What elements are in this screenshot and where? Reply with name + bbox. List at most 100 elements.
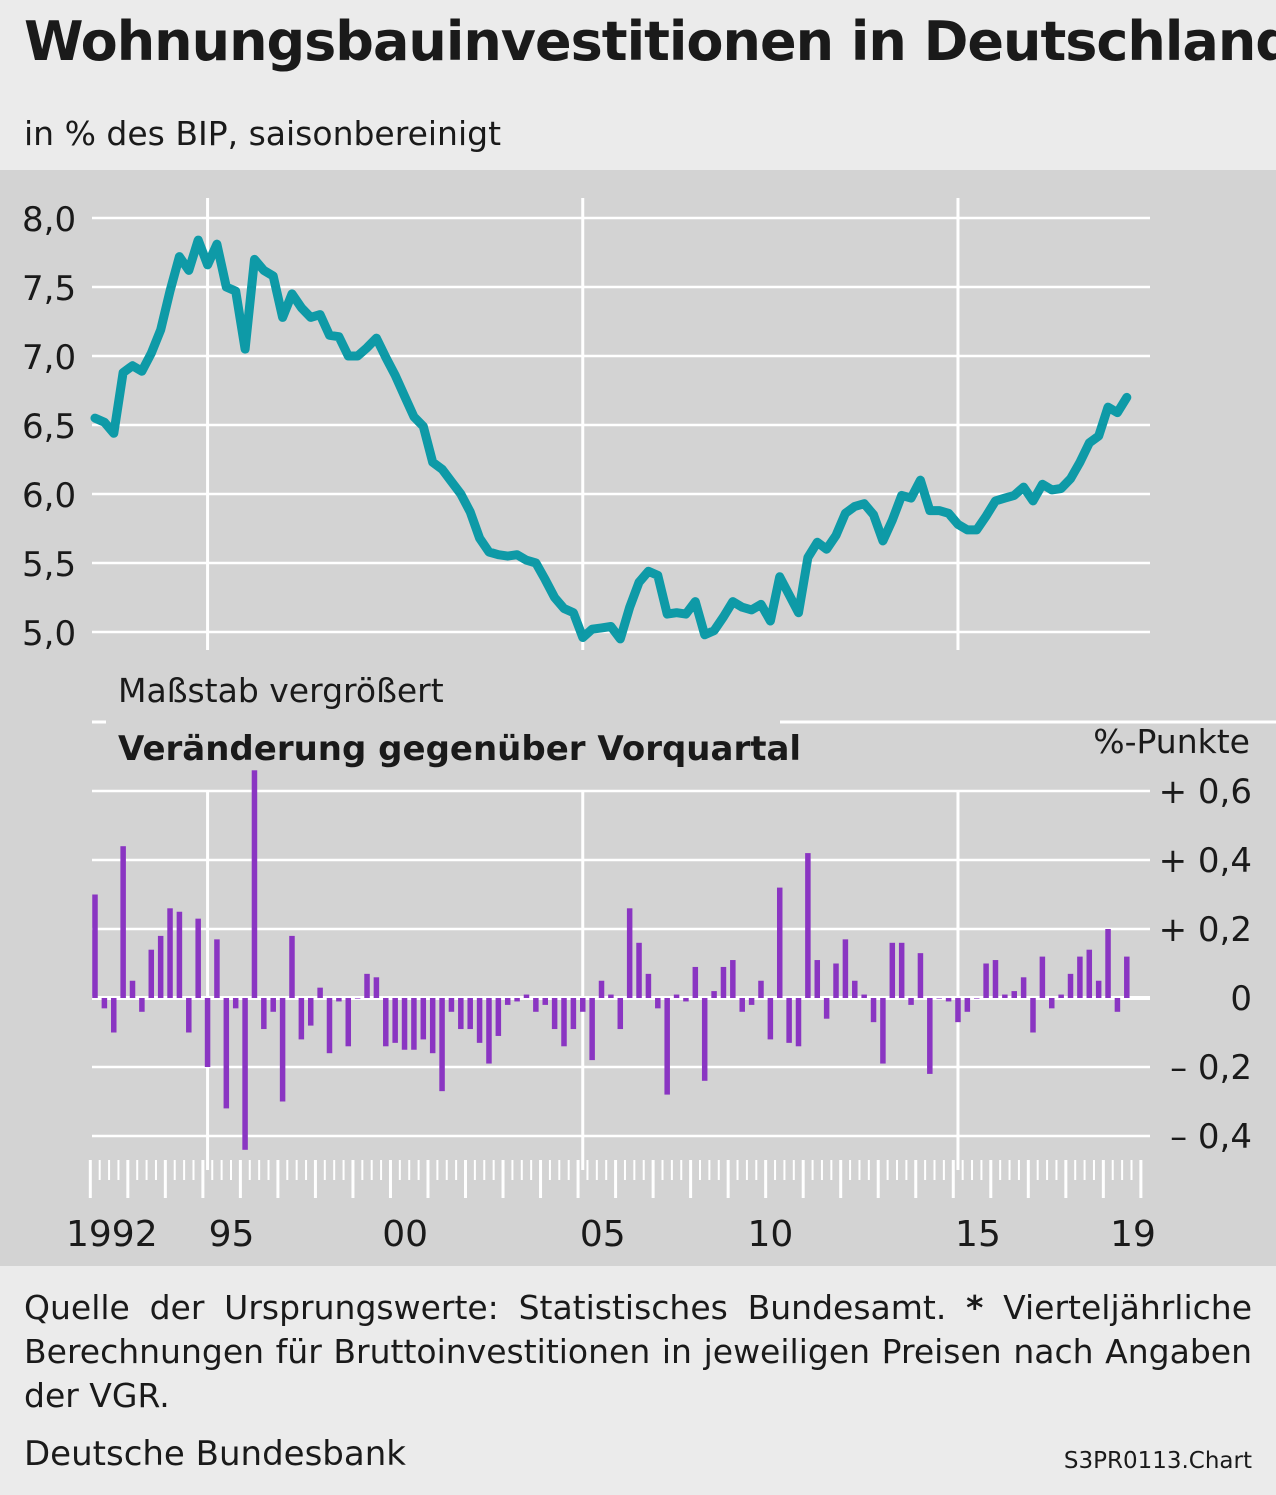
bar (317, 987, 323, 998)
bar (730, 960, 736, 998)
footnote-source: Quelle der Ursprungswerte: Statistisches… (24, 1288, 947, 1327)
bar (176, 911, 183, 998)
bar (889, 942, 896, 998)
bar-chart-ytick-label: + 0,6 (1159, 772, 1252, 812)
line-chart-ytick-label: 6,0 (22, 476, 76, 516)
bar (129, 980, 136, 998)
bar-chart-ytick-label: 0 (1230, 979, 1252, 1019)
bar (486, 998, 492, 1064)
bar (617, 998, 624, 1030)
bar (570, 998, 577, 1030)
bar (833, 963, 839, 998)
bar (289, 935, 295, 998)
scale-annotation: Maßstab vergrößert (118, 671, 444, 710)
bar (608, 994, 614, 998)
bar (1030, 998, 1036, 1033)
bar (373, 977, 380, 998)
bar (758, 980, 764, 998)
footnote-text: Vierteljährliche Berechnungen für Brutto… (24, 1288, 1253, 1415)
bar-chart-ytick-label: + 0,2 (1159, 910, 1252, 950)
bar (955, 998, 961, 1023)
title-text: Wohnungsbauinvestitionen in Deutschland (24, 10, 1276, 73)
line-chart-ytick-label: 5,5 (22, 545, 76, 585)
chart-svg: 5,0 5,5 6,0 6,5 7,0 7,5 8,0 Maßstab vergrößert V… (22, 198, 1276, 1255)
bar (411, 998, 417, 1050)
bar (92, 894, 98, 998)
publisher: Deutsche Bundesbank (24, 1434, 406, 1474)
bar (645, 973, 652, 998)
bar (711, 991, 717, 998)
x-axis-tick-label: 1992 (66, 1214, 158, 1255)
bar-chart-ytick-label: – 0,2 (1170, 1048, 1252, 1088)
bar (326, 998, 333, 1054)
bar (589, 998, 595, 1061)
bar (139, 998, 145, 1012)
bar (1002, 994, 1008, 998)
bar (523, 994, 530, 998)
bar (1058, 994, 1064, 998)
bar (739, 998, 745, 1012)
bar (223, 998, 230, 1109)
bar (767, 998, 774, 1040)
bar (776, 887, 783, 998)
bar (870, 998, 877, 1023)
chart-panel: 5,0 5,5 6,0 6,5 7,0 7,5 8,0 Maßstab vergrößert V… (0, 170, 1276, 1266)
bar (439, 998, 445, 1092)
bar (345, 998, 352, 1047)
bar (1039, 956, 1046, 998)
bar-chart-title: Veränderung gegenüber Vorquartal (118, 729, 801, 769)
footer: Quelle der Ursprungswerte: Statistisches… (24, 1286, 1252, 1418)
page-subtitle: in % des BIP, saisonbereinigt (24, 114, 502, 153)
series-line (90, 235, 1132, 644)
bar (598, 980, 605, 998)
bar-chart-ytick-label: + 0,4 (1159, 841, 1252, 881)
bar (204, 998, 211, 1067)
line-chart-ytick-label: 8,0 (22, 200, 76, 240)
bar (992, 960, 999, 998)
bar (673, 994, 680, 998)
bar (655, 998, 661, 1009)
bar (232, 998, 239, 1009)
bar (1077, 956, 1083, 998)
bar (195, 918, 201, 998)
bar (504, 998, 511, 1005)
bar (917, 953, 924, 998)
bar (786, 998, 792, 1043)
line-chart-ytick-label: 7,0 (22, 338, 76, 378)
bar (476, 998, 483, 1043)
bar-chart-ytick-label: – 0,4 (1170, 1117, 1252, 1157)
bar (261, 998, 267, 1030)
x-axis-tick-label: 15 (955, 1214, 1001, 1255)
bar (214, 939, 220, 998)
bar (307, 998, 314, 1026)
line-chart-ytick-label: 6,5 (22, 407, 76, 447)
bar (1114, 998, 1121, 1012)
bar (898, 942, 905, 998)
footnote: Quelle der Ursprungswerte: Statistisches… (24, 1286, 1252, 1418)
bar (533, 998, 539, 1012)
bar (401, 998, 408, 1050)
bar (157, 935, 164, 998)
bar (1020, 977, 1027, 998)
bar (580, 998, 586, 1012)
bar (467, 998, 473, 1030)
bar (298, 998, 305, 1040)
bar (908, 998, 914, 1005)
bar (458, 998, 464, 1030)
bar (927, 998, 933, 1074)
bar (842, 939, 849, 998)
bar (880, 998, 886, 1064)
bar (1124, 956, 1130, 998)
bar (683, 998, 689, 1002)
bar (420, 998, 427, 1040)
bar (945, 998, 952, 1002)
bar (270, 998, 276, 1012)
bar (701, 998, 708, 1081)
bar (495, 998, 502, 1036)
chart-code: S3PR0113.Chart (1063, 1448, 1252, 1474)
bar (514, 998, 520, 1002)
bar (964, 998, 971, 1012)
bar (852, 980, 858, 998)
bar (551, 998, 558, 1030)
bar (664, 998, 670, 1095)
